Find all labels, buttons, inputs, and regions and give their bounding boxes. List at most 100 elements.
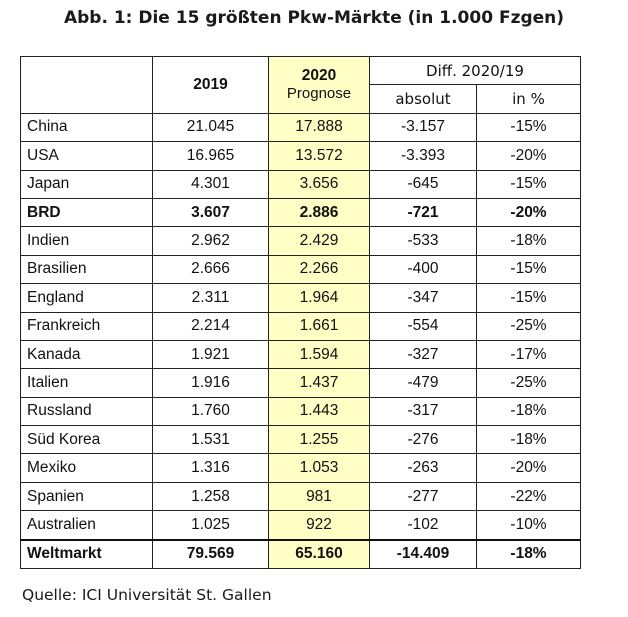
diff-pct-cell: -20%	[476, 453, 581, 483]
table-row: Italien 1.916 1.437 -479 -25%	[20, 368, 581, 398]
diff-absolut-cell: -721	[369, 197, 477, 228]
diff-absolut-cell: -327	[369, 339, 477, 370]
country-cell: Brasilien	[20, 254, 153, 285]
table-row: BRD 3.607 2.886 -721 -20%	[20, 197, 581, 228]
header-2019: 2019	[152, 56, 269, 114]
header-diff: Diff. 2020/19	[369, 55, 581, 86]
diff-absolut-cell: -479	[369, 368, 477, 398]
country-cell: Australien	[20, 510, 153, 541]
header-pct: in %	[476, 84, 581, 114]
value-2020-cell: 1.661	[268, 311, 370, 341]
value-2019-cell: 1.760	[152, 396, 269, 427]
country-cell: Indien	[20, 226, 153, 256]
diff-pct-cell: -22%	[476, 481, 581, 512]
table-row: Japan 4.301 3.656 -645 -15%	[20, 169, 581, 199]
value-2020-cell: 922	[268, 510, 370, 541]
country-cell: Weltmarkt	[20, 538, 153, 570]
value-2020-cell: 1.443	[268, 396, 370, 427]
diff-pct-cell: -18%	[476, 396, 581, 427]
value-2019-cell: 2.214	[152, 311, 269, 341]
header-absolut: absolut	[369, 84, 477, 114]
value-2020-cell: 13.572	[268, 141, 370, 171]
header-2020-prognose: Prognose	[286, 85, 352, 103]
value-2020-cell: 1.594	[268, 339, 370, 370]
total-row: Weltmarkt 79.569 65.160 -14.409 -18%	[20, 538, 581, 570]
country-cell: England	[20, 283, 153, 313]
table-row: Kanada 1.921 1.594 -327 -17%	[20, 339, 581, 370]
car-markets-table: 2019 2020 Prognose Diff. 2020/19 absolut…	[20, 55, 581, 570]
table-row: Russland 1.760 1.443 -317 -18%	[20, 396, 581, 427]
value-2019-cell: 16.965	[152, 141, 269, 171]
diff-pct-cell: -18%	[476, 538, 581, 570]
value-2020-cell: 2.266	[268, 254, 370, 285]
country-cell: Russland	[20, 396, 153, 427]
country-cell: Frankreich	[20, 311, 153, 341]
value-2019-cell: 3.607	[152, 197, 269, 228]
country-cell: BRD	[20, 197, 153, 228]
diff-pct-cell: -25%	[476, 311, 581, 341]
header-row-1: 2019 2020 Prognose Diff. 2020/19	[20, 55, 581, 114]
value-2020-cell: 1.964	[268, 283, 370, 313]
diff-pct-cell: -18%	[476, 425, 581, 455]
figure-title: Abb. 1: Die 15 größten Pkw-Märkte (in 1.…	[63, 8, 565, 28]
value-2019-cell: 1.916	[152, 368, 269, 398]
diff-pct-cell: -15%	[476, 169, 581, 199]
diff-absolut-cell: -554	[369, 311, 477, 341]
diff-absolut-cell: -317	[369, 396, 477, 427]
diff-absolut-cell: -102	[369, 510, 477, 541]
diff-pct-cell: -15%	[476, 283, 581, 313]
diff-absolut-cell: -533	[369, 226, 477, 256]
diff-pct-cell: -20%	[476, 197, 581, 228]
value-2020-cell: 1.053	[268, 453, 370, 483]
value-2019-cell: 1.258	[152, 481, 269, 512]
header-2020-year: 2020	[301, 67, 337, 85]
table-row: Indien 2.962 2.429 -533 -18%	[20, 226, 581, 256]
value-2020-cell: 3.656	[268, 169, 370, 199]
diff-pct-cell: -10%	[476, 510, 581, 541]
table-row: Australien 1.025 922 -102 -10%	[20, 510, 581, 541]
table-row: Mexiko 1.316 1.053 -263 -20%	[20, 453, 581, 483]
diff-absolut-cell: -347	[369, 283, 477, 313]
value-2019-cell: 1.316	[152, 453, 269, 483]
value-2019-cell: 1.025	[152, 510, 269, 541]
value-2020-cell: 2.429	[268, 226, 370, 256]
country-cell: Mexiko	[20, 453, 153, 483]
value-2019-cell: 1.531	[152, 425, 269, 455]
value-2019-cell: 79.569	[152, 538, 269, 570]
value-2019-cell: 2.962	[152, 226, 269, 256]
country-cell: Italien	[20, 368, 153, 398]
diff-pct-cell: -18%	[476, 226, 581, 256]
country-cell: Spanien	[20, 481, 153, 512]
diff-absolut-cell: -3.393	[369, 141, 477, 171]
table-row: Frankreich 2.214 1.661 -554 -25%	[20, 311, 581, 341]
table-row: Süd Korea 1.531 1.255 -276 -18%	[20, 425, 581, 455]
diff-absolut-cell: -14.409	[369, 538, 477, 570]
diff-absolut-cell: -400	[369, 254, 477, 285]
value-2019-cell: 21.045	[152, 112, 269, 143]
table-row: England 2.311 1.964 -347 -15%	[20, 283, 581, 313]
source-note: Quelle: ICI Universität St. Gallen	[22, 586, 272, 604]
value-2020-cell: 65.160	[268, 538, 370, 570]
value-2020-cell: 1.437	[268, 368, 370, 398]
diff-pct-cell: -20%	[476, 141, 581, 171]
value-2019-cell: 2.311	[152, 283, 269, 313]
value-2019-cell: 2.666	[152, 254, 269, 285]
value-2020-cell: 1.255	[268, 425, 370, 455]
country-cell: China	[20, 112, 153, 143]
header-row-2: absolut in %	[21, 84, 581, 114]
table-row: China 21.045 17.888 -3.157 -15%	[20, 112, 581, 143]
diff-absolut-cell: -277	[369, 481, 477, 512]
table-row: USA 16.965 13.572 -3.393 -20%	[20, 141, 581, 171]
table-row: Spanien 1.258 981 -277 -22%	[20, 481, 581, 512]
country-cell: USA	[20, 141, 153, 171]
country-cell: Japan	[20, 169, 153, 199]
diff-absolut-cell: -276	[369, 425, 477, 455]
value-2020-cell: 2.886	[268, 197, 370, 228]
diff-absolut-cell: -3.157	[369, 112, 477, 143]
header-empty-cell	[20, 56, 153, 114]
country-cell: Kanada	[20, 339, 153, 370]
diff-pct-cell: -17%	[476, 339, 581, 370]
country-cell: Süd Korea	[20, 425, 153, 455]
header-2020: 2020 Prognose	[268, 56, 370, 114]
diff-pct-cell: -25%	[476, 368, 581, 398]
